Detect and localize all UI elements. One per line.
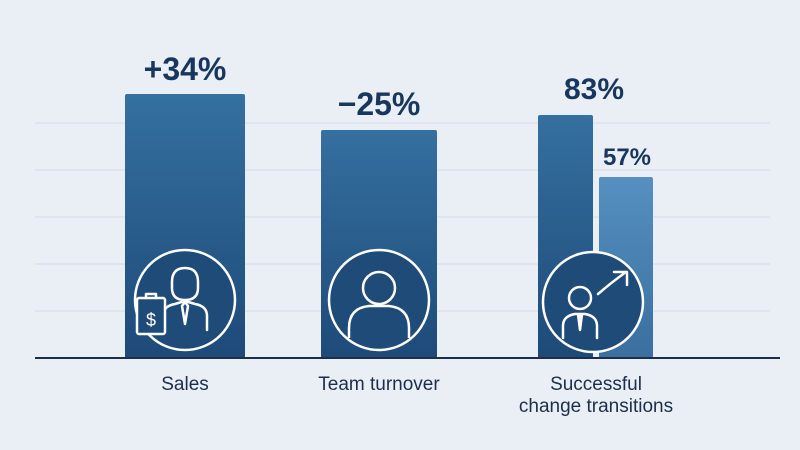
data-label: 57%	[603, 144, 651, 171]
person-growth-arrow-icon	[541, 250, 645, 354]
data-label: −25%	[338, 86, 421, 122]
category-label: Team turnover	[318, 374, 440, 395]
category-label: Successful	[550, 374, 642, 395]
svg-text:$: $	[146, 310, 156, 330]
category-label: Sales	[161, 374, 209, 395]
data-label: +34%	[144, 51, 227, 87]
person-icon	[327, 248, 431, 352]
data-label: 83%	[564, 73, 624, 106]
salesperson-dollar-icon: $	[133, 248, 237, 352]
category-label: change transitions	[519, 396, 673, 417]
